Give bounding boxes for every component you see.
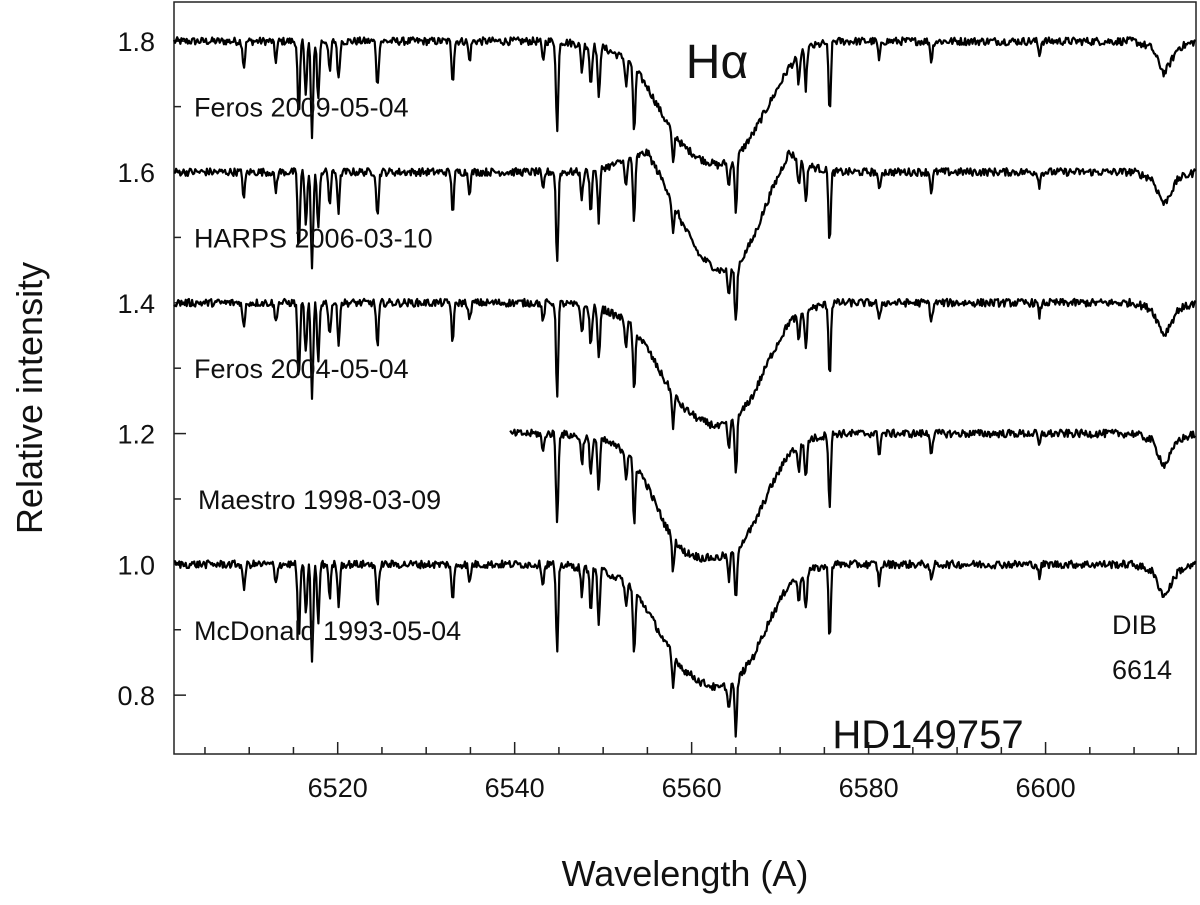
y-tick-label: 1.2 xyxy=(117,420,155,450)
spectrum-line xyxy=(172,36,1197,214)
y-tick-label: 1.8 xyxy=(117,27,155,57)
spectrum-line xyxy=(173,559,1197,738)
y-tick-label: 0.8 xyxy=(117,681,155,711)
series-label: Maestro 1998-03-09 xyxy=(198,485,441,515)
series-label: McDonald 1993-05-04 xyxy=(194,616,461,646)
y-tick-label: 1.4 xyxy=(117,289,155,319)
x-tick-label: 6560 xyxy=(662,773,722,803)
x-axis-title: Wavelength (A) xyxy=(562,853,809,894)
x-tick-label: 6580 xyxy=(839,773,899,803)
dib-label-annotation: DIB xyxy=(1112,610,1157,640)
spectrum-line xyxy=(173,148,1197,321)
series-label: Feros 2009-05-04 xyxy=(194,93,409,123)
x-tick-label: 6540 xyxy=(485,773,545,803)
plot-frame xyxy=(173,1,1197,755)
h-alpha-annotation: Hα xyxy=(686,36,748,89)
y-tick-label: 1.6 xyxy=(117,158,155,188)
dib-wavelength-annotation: 6614 xyxy=(1112,655,1172,685)
x-tick-label: 6600 xyxy=(1016,773,1076,803)
y-axis: 0.8 1.0 1.2 1.4 1.6 1.8 xyxy=(117,27,186,711)
y-tick-label: 1.0 xyxy=(117,550,155,580)
x-axis: 6520 6540 6560 6580 6600 xyxy=(204,742,1180,803)
star-name-annotation: HD149757 xyxy=(832,713,1023,757)
y-axis-title: Relative intensity xyxy=(9,262,50,534)
spectrum-line xyxy=(509,428,1197,597)
series-label-layer: Feros 2009-05-04 HARPS 2006-03-10 Feros 20… xyxy=(194,93,461,646)
series-layer xyxy=(172,36,1197,738)
x-tick-label: 6520 xyxy=(308,773,368,803)
series-label: Feros 2004-05-04 xyxy=(194,354,409,384)
series-label: HARPS 2006-03-10 xyxy=(194,223,433,253)
spectrum-line xyxy=(173,297,1197,474)
